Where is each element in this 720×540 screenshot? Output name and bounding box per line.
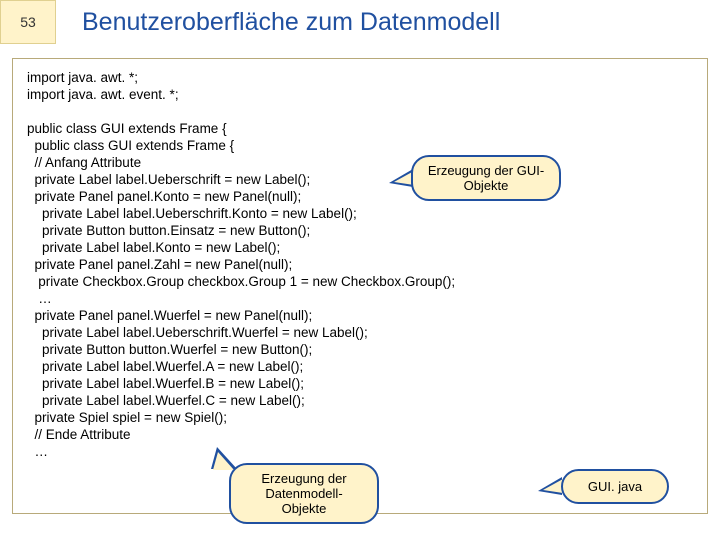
code-line: private Label label.Wuerfel.A = new Labe… <box>27 358 693 375</box>
code-line: private Label label.Ueberschrift.Wuerfel… <box>27 324 693 341</box>
code-line: private Panel panel.Zahl = new Panel(nul… <box>27 256 693 273</box>
slide-header: 53 Benutzeroberfläche zum Datenmodell <box>0 0 720 44</box>
callout-text: GUI. java <box>588 479 642 494</box>
code-line: private Panel panel.Wuerfel = new Panel(… <box>27 307 693 324</box>
slide-number: 53 <box>0 0 56 44</box>
code-line: import java. awt. event. *; <box>27 86 693 103</box>
callout-gui-objects: Erzeugung der GUI- Objekte <box>411 155 561 201</box>
callout-filename: GUI. java <box>561 469 669 504</box>
code-line: … <box>27 290 693 307</box>
code-line: private Label label.Wuerfel.C = new Labe… <box>27 392 693 409</box>
code-line: // Ende Attribute <box>27 426 693 443</box>
code-line: // Anfang Attribute <box>27 154 693 171</box>
code-line: public class GUI extends Frame { <box>27 120 693 137</box>
callout-tail-fill <box>543 479 563 493</box>
code-line: private Button button.Wuerfel = new Butt… <box>27 341 693 358</box>
code-line <box>27 103 693 120</box>
callout-data-model: Erzeugung der Datenmodell-Objekte <box>229 463 379 524</box>
callout-line1: Erzeugung der <box>261 471 346 486</box>
code-line: private Label label.Wuerfel.B = new Labe… <box>27 375 693 392</box>
callout-tail-fill <box>213 452 234 470</box>
code-line: … <box>27 443 693 460</box>
callout-line1: Erzeugung der GUI- <box>428 163 544 178</box>
code-line: private Label label.Ueberschrift.Konto =… <box>27 205 693 222</box>
code-line: import java. awt. *; <box>27 69 693 86</box>
callout-line2: Datenmodell-Objekte <box>265 486 342 516</box>
code-line: private Panel panel.Konto = new Panel(nu… <box>27 188 693 205</box>
code-line: private Label label.Konto = new Label(); <box>27 239 693 256</box>
code-box: import java. awt. *;import java. awt. ev… <box>12 58 708 514</box>
slide-title: Benutzeroberfläche zum Datenmodell <box>56 8 500 37</box>
code-listing: import java. awt. *;import java. awt. ev… <box>27 69 693 460</box>
code-line: private Checkbox.Group checkbox.Group 1 … <box>27 273 693 290</box>
code-line: private Button button.Einsatz = new Butt… <box>27 222 693 239</box>
code-line: public class GUI extends Frame { <box>27 137 693 154</box>
code-line: private Label label.Ueberschrift = new L… <box>27 171 693 188</box>
callout-line2: Objekte <box>464 178 509 193</box>
code-line: private Spiel spiel = new Spiel(); <box>27 409 693 426</box>
